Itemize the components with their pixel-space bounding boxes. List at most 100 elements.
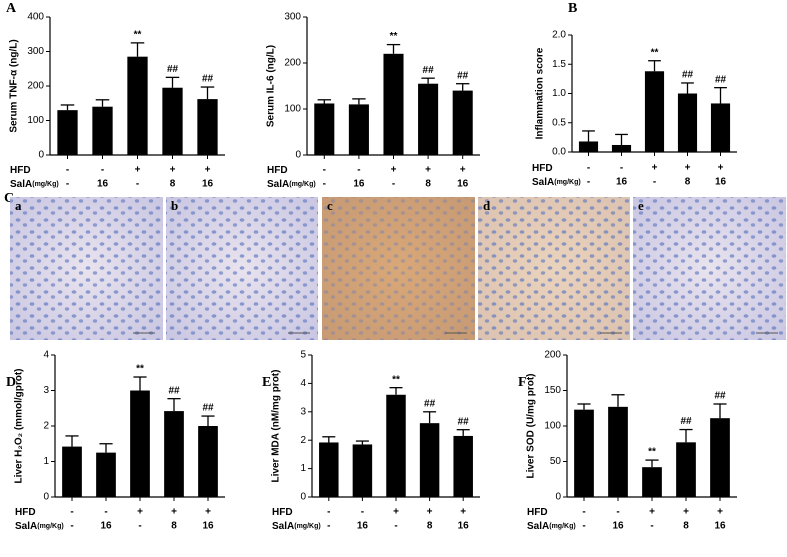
y-tick-label: 0.5 [552,117,566,128]
bar [386,394,406,497]
condition-value: 16 [353,179,365,190]
condition-label: HFD [272,507,293,518]
condition-name: HFD [272,507,293,518]
condition-label: HFD [15,507,36,518]
bar [127,56,148,155]
condition-unit: (mg/Kg) [32,181,58,188]
condition-name: SalA [10,179,32,190]
y-axis-label: Inflammation score [535,47,546,139]
significance-mark: ** [392,374,400,385]
condition-value: - [582,521,585,532]
condition-value: 8 [685,177,691,188]
y-tick-label: 2.0 [552,30,566,41]
y-tick-label: 300 [27,46,44,57]
condition-value: + [683,507,689,518]
y-axis-label: Serum IL-6 (ng/L) [266,45,277,127]
condition-value: 16 [616,177,628,188]
condition-value: - [361,507,364,518]
condition-name: SalA [272,521,294,532]
condition-name: SalA [532,177,554,188]
significance-mark: ## [167,64,179,75]
bar [644,71,665,152]
condition-value: - [104,507,107,518]
condition-value: - [327,521,330,532]
y-tick-label: 200 [544,350,561,361]
condition-value: 16 [97,179,109,190]
significance-mark: ** [648,447,656,458]
condition-value: + [135,165,141,176]
y-tick-label: 200 [284,58,301,69]
condition-value: - [101,165,104,176]
y-tick-label: 300 [284,12,301,23]
condition-value: - [323,165,326,176]
y-tick-label: 150 [544,385,561,396]
condition-value: - [653,177,656,188]
bar [352,444,373,497]
condition-value: + [171,507,177,518]
significance-mark: ## [715,74,727,85]
condition-value: 8 [683,521,689,532]
y-tick-label: 50 [550,456,562,467]
y-tick-label: 0.0 [552,147,566,158]
condition-value: - [70,521,73,532]
condition-value: + [205,507,211,518]
condition-value: 16 [357,521,369,532]
condition-value: - [138,521,141,532]
y-tick-label: 0 [295,150,301,161]
y-axis-label: Liver H₂O₂ (mmol/gprot) [14,369,25,484]
y-tick-label: 100 [544,421,561,432]
condition-name: HFD [532,163,553,174]
condition-value: - [620,163,623,174]
y-tick-label: 3 [300,406,306,417]
condition-value: - [616,507,619,518]
condition-label: SalA(mg/Kg) [272,521,321,532]
condition-name: SalA [267,179,289,190]
y-tick-label: 0 [43,492,49,503]
bar [92,106,113,155]
bar [611,144,632,152]
micrograph-nuclei [478,197,630,340]
bar [348,104,369,155]
y-tick-label: 1 [43,456,49,467]
significance-mark: ## [424,398,436,409]
bar [676,442,696,497]
image-label: e [638,198,644,213]
bar [197,99,218,155]
condition-value: - [582,507,585,518]
significance-mark: ## [423,65,435,76]
micrograph-nuclei [166,197,318,340]
condition-label: SalA(mg/Kg) [10,179,59,190]
bar [677,93,698,152]
condition-value: + [460,507,466,518]
y-tick-label: 1 [300,463,306,474]
y-tick-label: 5 [300,350,306,361]
condition-label: HFD [532,163,553,174]
condition-value: 16 [457,179,469,190]
bar [453,435,473,497]
significance-mark: ## [202,74,214,85]
condition-name: HFD [527,507,548,518]
condition-label: HFD [267,165,288,176]
condition-unit: (mg/Kg) [294,523,320,530]
condition-value: - [394,521,397,532]
panel-label: D [6,375,16,390]
image-label: b [171,198,178,213]
condition-value: 8 [425,179,431,190]
condition-name: HFD [267,165,288,176]
bar [162,87,183,155]
micrograph-nuclei [322,197,475,340]
y-tick-label: 3 [43,385,49,396]
bar [96,452,116,497]
condition-name: HFD [15,507,36,518]
condition-unit: (mg/Kg) [549,523,575,530]
condition-name: SalA [15,521,37,532]
condition-label: SalA(mg/Kg) [267,179,316,190]
condition-value: - [66,179,69,190]
significance-mark: ** [134,30,142,41]
condition-value: - [357,165,360,176]
condition-value: - [66,165,69,176]
image-label: a [15,198,22,213]
y-tick-label: 100 [284,104,301,115]
y-tick-label: 4 [43,350,49,361]
bar [383,53,404,155]
